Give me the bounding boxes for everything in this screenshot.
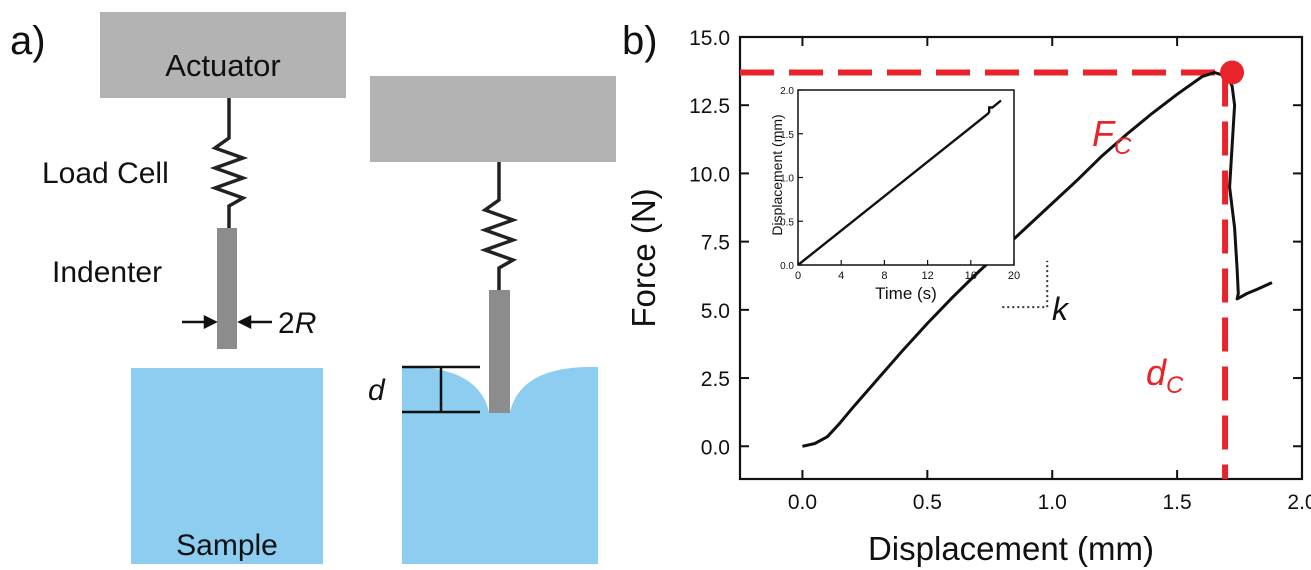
inset-x-tick-label: 4 <box>838 270 844 282</box>
y-tick-label: 12.5 <box>689 95 730 118</box>
x-tick-label: 0.0 <box>788 491 817 514</box>
panel-a: a) Actuator Load Cell Indenter 2R Sample… <box>10 12 616 564</box>
y-tick-label: 5.0 <box>701 300 730 323</box>
fc-annotation: FC <box>1092 113 1132 160</box>
inset-x-tick-label: 16 <box>965 270 977 282</box>
indenter-label: Indenter <box>52 256 162 289</box>
sample-block <box>131 368 323 564</box>
x-tick-label: 1.0 <box>1038 491 1067 514</box>
load-cell-label: Load Cell <box>42 157 169 190</box>
x-tick-label: 2.0 <box>1287 491 1311 514</box>
inset-y-tick-label: 1.0 <box>780 174 794 185</box>
dc-annotation: dC <box>1146 352 1184 399</box>
inset-y-axis-title: Displacement (mm) <box>769 114 785 235</box>
actuator-label: Actuator <box>165 48 280 83</box>
radius-arrows <box>182 314 272 330</box>
load-cell-spring-left <box>209 98 249 228</box>
y-tick-label: 7.5 <box>701 232 730 255</box>
panel-b-label: b) <box>622 19 658 63</box>
x-tick-label: 1.5 <box>1163 491 1192 514</box>
panel-b: b) Force (N) Displacement (mm) 0.0 0.5 1.0… <box>622 19 1311 567</box>
inset-x-tick-label: 20 <box>1008 270 1020 282</box>
radius-label: 2R <box>278 307 316 340</box>
x-tick-label: 0.5 <box>913 491 942 514</box>
inset-x-tick-label: 0 <box>795 270 801 282</box>
inset-y-tick-label: 1.5 <box>780 130 794 141</box>
inset-y-tick-label: 0.5 <box>780 217 794 228</box>
panel-a-label: a) <box>10 19 46 63</box>
k-annotation: k <box>1052 291 1070 327</box>
x-axis-title: Displacement (mm) <box>868 530 1154 567</box>
y-tick-label: 0.0 <box>701 436 730 459</box>
inset-displacement-time-curve <box>797 99 1002 266</box>
actuator-block-right <box>370 76 616 162</box>
sample-indented <box>402 366 598 564</box>
slope-triangle <box>1002 260 1049 309</box>
inset-x-axis-title: Time (s) <box>875 284 937 303</box>
y-tick-label: 15.0 <box>689 27 730 50</box>
load-cell-spring-right <box>479 162 519 290</box>
inset-x-tick-label: 12 <box>921 270 933 282</box>
depth-label: d <box>368 374 386 407</box>
plot-frame <box>738 35 1304 481</box>
force-displacement-curve <box>802 71 1273 448</box>
indenter-right <box>489 290 510 413</box>
y-axis-title: Force (N) <box>625 188 662 327</box>
actuator-block <box>100 12 346 98</box>
inset-y-tick-label: 2.0 <box>780 86 794 97</box>
inset-x-tick-label: 8 <box>881 270 887 282</box>
inset-y-tick-label: 0.0 <box>780 261 794 272</box>
y-tick-label: 10.0 <box>689 163 730 186</box>
y-tick-label: 2.5 <box>701 368 730 391</box>
sample-label: Sample <box>176 529 278 562</box>
depth-marker <box>402 365 480 414</box>
inset-plot: 0 4 8 12 16 20 0.0 0.5 1.0 1.5 2.0 <box>780 86 1020 282</box>
indenter-left <box>217 228 237 349</box>
critical-point-marker <box>1220 60 1245 85</box>
main-plot: 0.0 0.5 1.0 1.5 2.0 0.0 2.5 5.0 7.5 10.0 12.5 15.0 <box>689 27 1311 514</box>
